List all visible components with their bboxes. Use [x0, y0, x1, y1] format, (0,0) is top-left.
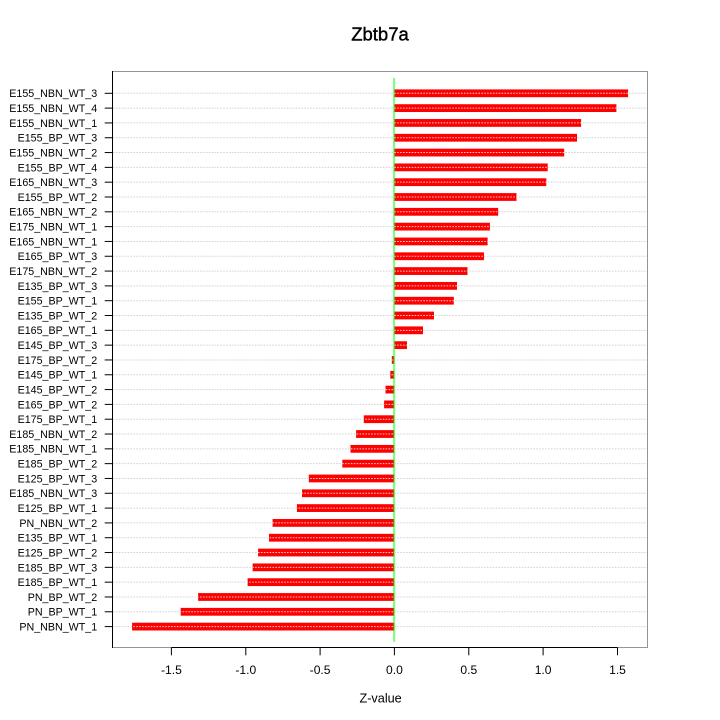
svg-text:E175_NBN_WT_1: E175_NBN_WT_1 — [9, 222, 97, 234]
svg-text:E145_BP_WT_2: E145_BP_WT_2 — [18, 384, 98, 396]
svg-text:0.5: 0.5 — [460, 663, 477, 677]
svg-text:E135_BP_WT_2: E135_BP_WT_2 — [18, 310, 98, 322]
svg-text:E155_NBN_WT_2: E155_NBN_WT_2 — [9, 147, 97, 159]
svg-text:E125_BP_WT_3: E125_BP_WT_3 — [18, 473, 98, 485]
svg-text:E155_BP_WT_2: E155_BP_WT_2 — [18, 192, 98, 204]
svg-text:E165_NBN_WT_1: E165_NBN_WT_1 — [9, 236, 97, 248]
svg-text:Zbtb7a: Zbtb7a — [351, 23, 409, 44]
svg-text:E165_BP_WT_2: E165_BP_WT_2 — [18, 399, 98, 411]
svg-text:PN_BP_WT_1: PN_BP_WT_1 — [28, 607, 98, 619]
svg-text:E155_BP_WT_4: E155_BP_WT_4 — [18, 162, 98, 174]
svg-text:Z-value: Z-value — [359, 692, 401, 706]
svg-text:-0.5: -0.5 — [310, 663, 331, 677]
svg-text:E155_NBN_WT_4: E155_NBN_WT_4 — [9, 103, 97, 115]
svg-text:E155_NBN_WT_1: E155_NBN_WT_1 — [9, 118, 97, 130]
svg-text:E175_NBN_WT_2: E175_NBN_WT_2 — [9, 266, 97, 278]
svg-text:E135_BP_WT_1: E135_BP_WT_1 — [18, 533, 98, 545]
svg-text:0.0: 0.0 — [386, 663, 403, 677]
svg-text:E185_NBN_WT_3: E185_NBN_WT_3 — [9, 488, 97, 500]
svg-text:E155_BP_WT_3: E155_BP_WT_3 — [18, 133, 98, 145]
svg-text:-1.5: -1.5 — [161, 663, 182, 677]
svg-text:E165_BP_WT_3: E165_BP_WT_3 — [18, 251, 98, 263]
svg-text:E175_BP_WT_2: E175_BP_WT_2 — [18, 355, 98, 367]
svg-text:E185_NBN_WT_1: E185_NBN_WT_1 — [9, 444, 97, 456]
svg-text:E125_BP_WT_2: E125_BP_WT_2 — [18, 547, 98, 559]
svg-text:E185_BP_WT_2: E185_BP_WT_2 — [18, 459, 98, 471]
svg-text:PN_BP_WT_2: PN_BP_WT_2 — [28, 592, 98, 604]
svg-text:E165_NBN_WT_2: E165_NBN_WT_2 — [9, 207, 97, 219]
svg-text:E185_NBN_WT_2: E185_NBN_WT_2 — [9, 429, 97, 441]
svg-text:E135_BP_WT_3: E135_BP_WT_3 — [18, 281, 98, 293]
svg-text:E185_BP_WT_1: E185_BP_WT_1 — [18, 577, 98, 589]
svg-text:1.0: 1.0 — [535, 663, 552, 677]
svg-text:1.5: 1.5 — [609, 663, 626, 677]
svg-text:E155_NBN_WT_3: E155_NBN_WT_3 — [9, 88, 97, 100]
svg-text:E125_BP_WT_1: E125_BP_WT_1 — [18, 503, 98, 515]
svg-text:E155_BP_WT_1: E155_BP_WT_1 — [18, 296, 98, 308]
svg-text:E145_BP_WT_1: E145_BP_WT_1 — [18, 370, 98, 382]
svg-text:PN_NBN_WT_2: PN_NBN_WT_2 — [19, 518, 97, 530]
svg-text:-1.0: -1.0 — [235, 663, 256, 677]
svg-text:E175_BP_WT_1: E175_BP_WT_1 — [18, 414, 98, 426]
svg-text:PN_NBN_WT_1: PN_NBN_WT_1 — [19, 622, 97, 634]
svg-text:E165_BP_WT_1: E165_BP_WT_1 — [18, 325, 98, 337]
svg-text:E185_BP_WT_3: E185_BP_WT_3 — [18, 562, 98, 574]
svg-text:E165_NBN_WT_3: E165_NBN_WT_3 — [9, 177, 97, 189]
svg-text:E145_BP_WT_3: E145_BP_WT_3 — [18, 340, 98, 352]
